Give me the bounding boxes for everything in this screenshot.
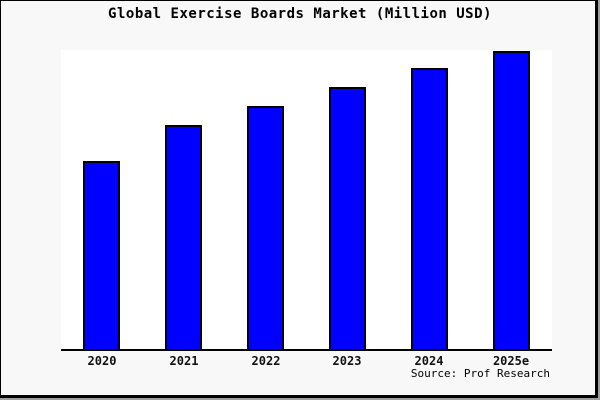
x-tick-label-2021: 2021 bbox=[169, 354, 199, 368]
chart-title: Global Exercise Boards Market (Million U… bbox=[108, 6, 492, 22]
x-tick-label-2023: 2023 bbox=[332, 354, 362, 368]
bar-2021 bbox=[165, 125, 202, 349]
bar-2022 bbox=[247, 106, 284, 349]
x-tick-label-2024: 2024 bbox=[414, 354, 444, 368]
bar-2024 bbox=[411, 68, 448, 349]
bar-2023 bbox=[329, 87, 366, 349]
x-tick-label-2020: 2020 bbox=[87, 354, 117, 368]
x-tick-label-2022: 2022 bbox=[251, 354, 281, 368]
bar-2020 bbox=[83, 161, 120, 349]
source-credit: Source: Prof Research bbox=[410, 367, 550, 380]
plot-area bbox=[61, 50, 552, 351]
bar-2025e bbox=[493, 51, 530, 349]
x-tick-label-2025e: 2025e bbox=[492, 354, 530, 368]
